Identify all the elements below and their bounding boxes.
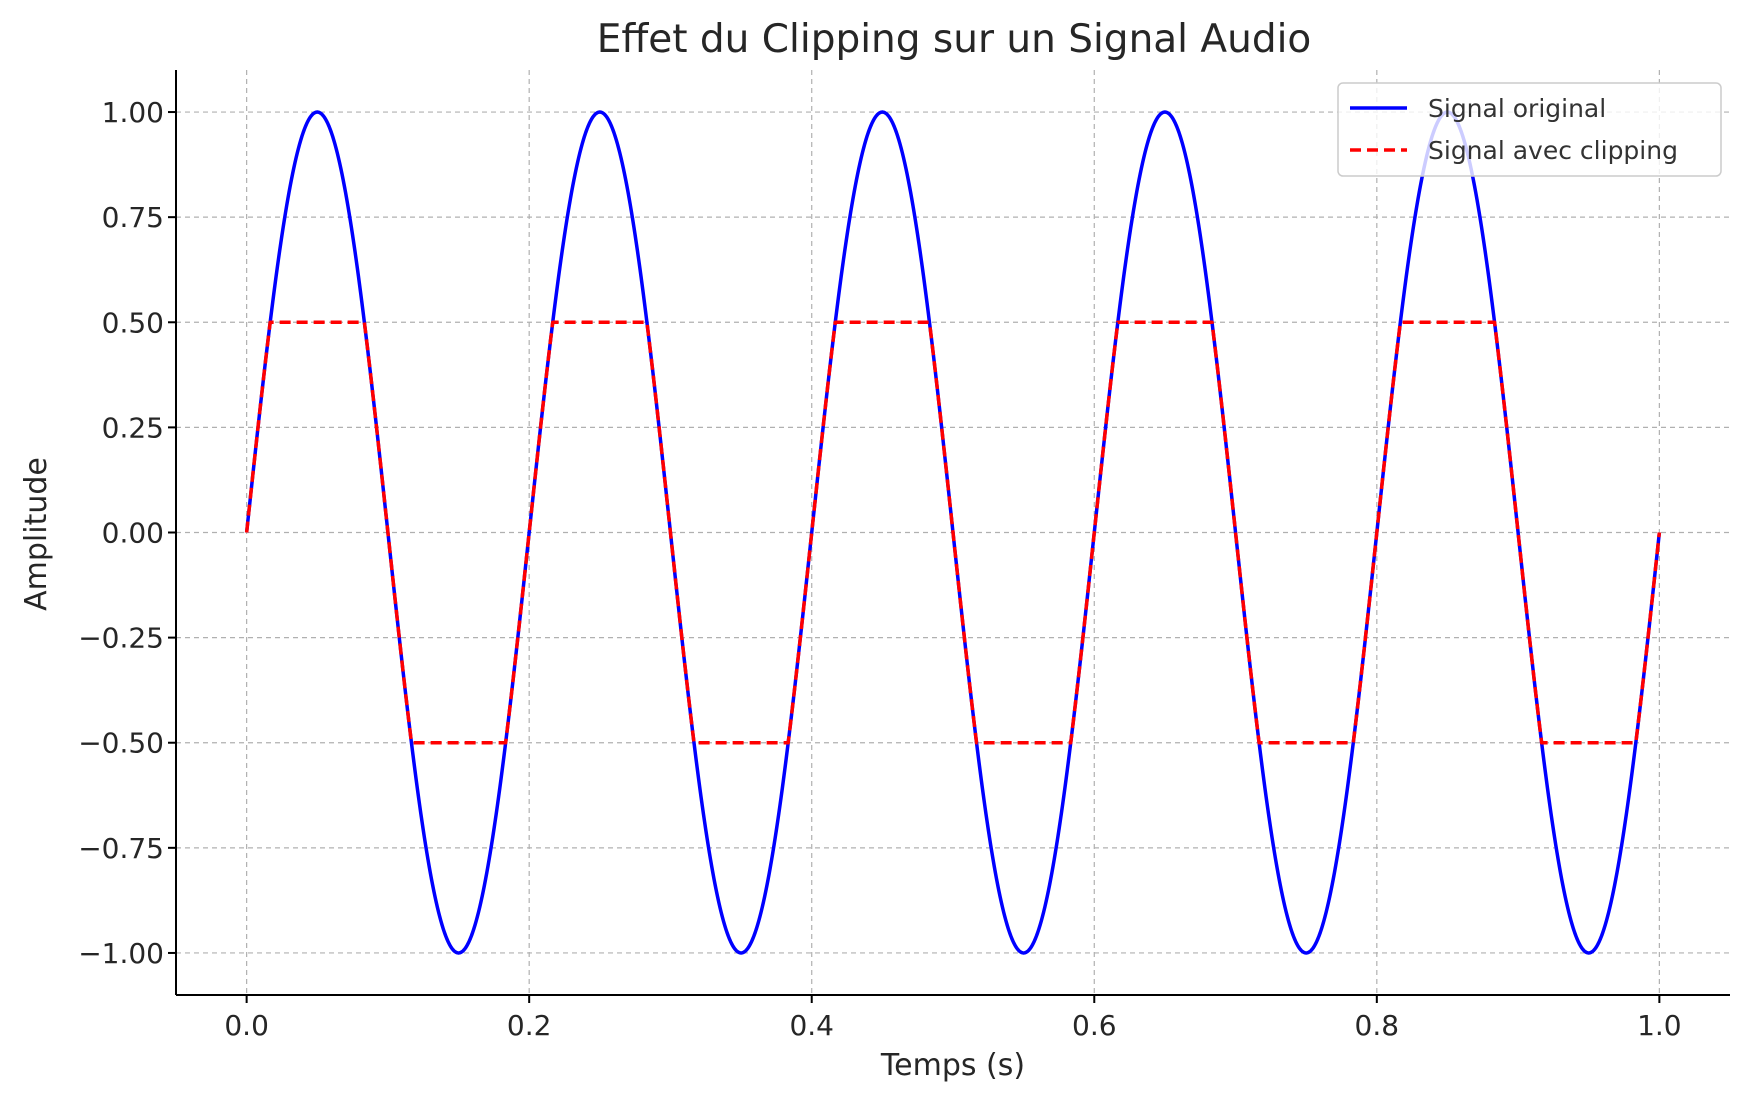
legend-box — [1337, 82, 1722, 177]
y-tick-label: −0.50 — [78, 727, 164, 760]
ticks: 0.0 0.2 0.4 0.6 0.8 1.0 1.00 0.75 0.50 0.25 0.00 −0… — [78, 96, 1681, 1042]
y-tick-label: −0.25 — [78, 622, 164, 655]
legend-label-signal-original: Signal original — [1428, 94, 1606, 123]
series-line-signal-clipping — [244, 320, 1662, 745]
x-axis-label: Temps (s) — [880, 1048, 1025, 1083]
y-tick-label: 0.25 — [102, 411, 164, 444]
x-tick-label: 0.8 — [1355, 1009, 1400, 1042]
x-tick-label: 0.2 — [507, 1009, 552, 1042]
x-tick-label: 0.0 — [224, 1009, 269, 1042]
legend-label-signal-clipping: Signal avec clipping — [1428, 136, 1678, 165]
y-tick-label: 1.00 — [102, 96, 164, 129]
y-axis-label: Amplitude — [19, 457, 54, 611]
y-tick-label: −1.00 — [78, 937, 164, 970]
x-tick-label: 1.0 — [1637, 1009, 1682, 1042]
y-tick-label: 0.75 — [102, 201, 164, 234]
x-tick-label: 0.6 — [1072, 1009, 1117, 1042]
y-tick-label: 0.00 — [102, 517, 164, 550]
x-tick-label: 0.4 — [789, 1009, 834, 1042]
chart-title: Effet du Clipping sur un Signal Audio — [597, 17, 1312, 62]
y-tick-label: 0.50 — [102, 306, 164, 339]
legend: Signal original Signal avec clipping — [1337, 82, 1722, 177]
y-tick-label: −0.75 — [78, 832, 164, 865]
